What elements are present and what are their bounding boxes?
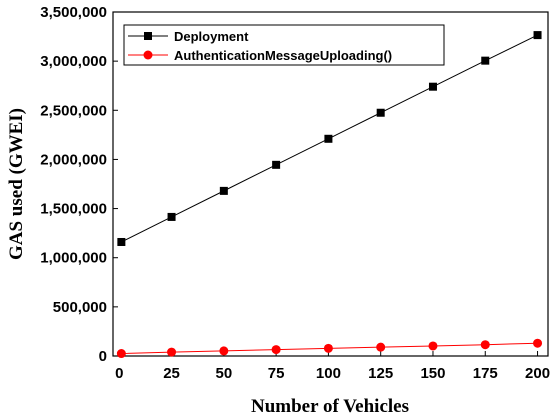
legend-marker-deployment [144, 32, 152, 40]
legend-label-auth: AuthenticationMessageUploading() [174, 48, 392, 63]
data-point-deployment [428, 82, 437, 91]
series-layer [116, 31, 543, 359]
data-point-authentication [323, 343, 333, 353]
y-tick-label: 2,500,000 [40, 102, 107, 119]
data-point-deployment [219, 186, 228, 195]
data-point-authentication [480, 340, 490, 350]
y-tick-label: 0 [99, 348, 107, 365]
x-tick-label: 200 [525, 365, 550, 382]
x-tick-label: 50 [215, 365, 232, 382]
data-point-authentication [219, 346, 229, 356]
data-point-authentication [167, 347, 177, 357]
legend: Deployment AuthenticationMessageUploadin… [123, 24, 445, 66]
plot-frame [112, 11, 549, 357]
data-point-authentication [428, 341, 438, 351]
legend-marker-auth [143, 50, 153, 60]
legend-label-deployment: Deployment [174, 29, 249, 44]
legend-box [123, 24, 445, 66]
data-point-authentication [116, 349, 126, 359]
data-point-authentication [533, 338, 543, 348]
y-tick-label: 3,000,000 [40, 53, 107, 70]
data-point-deployment [376, 108, 385, 117]
x-axis-ticks: 0 25 50 75 100 125 150 175 200 [115, 351, 550, 382]
y-tick-label: 500,000 [53, 299, 107, 316]
data-point-deployment [481, 56, 490, 65]
y-tick-label: 3,500,000 [40, 4, 107, 21]
x-tick-label: 125 [368, 365, 393, 382]
data-point-authentication [376, 342, 386, 352]
x-tick-label: 175 [473, 365, 498, 382]
x-tick-label: 0 [115, 365, 123, 382]
x-axis-title: Number of Vehicles [251, 396, 409, 417]
y-tick-label: 1,500,000 [40, 201, 107, 218]
y-tick-label: 2,000,000 [40, 151, 107, 168]
data-point-authentication [271, 345, 281, 355]
x-tick-label: 150 [420, 365, 445, 382]
data-point-deployment [533, 31, 542, 40]
y-tick-label: 1,000,000 [40, 250, 107, 267]
data-point-deployment [167, 212, 176, 221]
y-axis-title: GAS used (GWEI) [6, 108, 27, 260]
y-axis-ticks: 0 500,000 1,000,000 1,500,000 2,000,000 2,500… [40, 4, 118, 365]
x-tick-label: 100 [316, 365, 341, 382]
data-point-deployment [324, 134, 333, 143]
x-tick-label: 75 [268, 365, 285, 382]
x-tick-label: 25 [163, 365, 180, 382]
data-point-deployment [272, 160, 281, 169]
data-point-deployment [117, 237, 126, 246]
